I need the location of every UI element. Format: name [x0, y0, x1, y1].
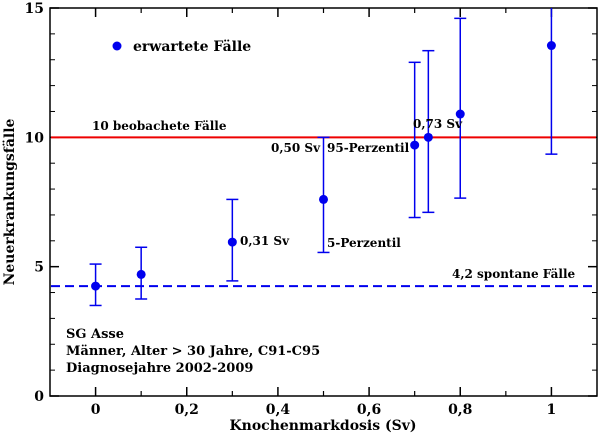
annotation-95-perzentil: 95-Perzentil — [327, 141, 410, 155]
annotation-073-sv: 0,73 Sv — [413, 117, 463, 131]
info-block: SG Asse Männer, Alter > 30 Jahre, C91-C9… — [66, 327, 320, 376]
data-point-2 — [227, 237, 237, 247]
x-tick-label-3: 0,6 — [357, 402, 381, 418]
data-series — [89, 8, 558, 307]
ref-line-label-spontaneous: 4,2 spontane Fälle — [452, 267, 576, 281]
x-tick-label-0: 0 — [91, 402, 101, 418]
x-tick-label-4: 0,8 — [448, 402, 472, 418]
x-axis-label: Knochenmarkdosis (Sv) — [229, 418, 416, 434]
info-line-1: SG Asse — [66, 327, 124, 342]
y-tick-label-3: 15 — [25, 1, 44, 17]
ref-line-label-observed: 10 beobachete Fälle — [92, 119, 227, 133]
annotation-5-perzentil: 5-Perzentil — [327, 236, 401, 250]
y-axis-label: Neuerkrankungsfälle — [2, 118, 18, 285]
info-line-3: Diagnosejahre 2002-2009 — [66, 361, 253, 376]
data-point-1 — [136, 269, 146, 279]
y-tick-label-0: 0 — [34, 389, 44, 405]
data-point-4 — [410, 140, 420, 150]
legend-label: erwartete Fälle — [133, 39, 251, 55]
x-tick-label-2: 0,4 — [266, 402, 291, 418]
x-tick-label-5: 1 — [547, 402, 557, 418]
y-tick-label-1: 5 — [34, 260, 44, 276]
data-point-0 — [91, 281, 101, 291]
y-tick-label-2: 10 — [25, 130, 45, 146]
legend-marker — [112, 41, 122, 51]
data-point-7 — [546, 41, 556, 51]
data-point-6 — [455, 109, 465, 119]
data-point-5 — [423, 132, 433, 142]
x-tick-label-1: 0,2 — [175, 402, 199, 418]
annotation-050-sv: 0,50 Sv — [271, 141, 321, 155]
data-point-3 — [319, 194, 328, 204]
annotation-031-sv: 0,31 Sv — [240, 234, 290, 248]
info-line-2: Männer, Alter > 30 Jahre, C91-C95 — [66, 344, 320, 359]
legend: erwartete Fälle — [112, 39, 251, 55]
